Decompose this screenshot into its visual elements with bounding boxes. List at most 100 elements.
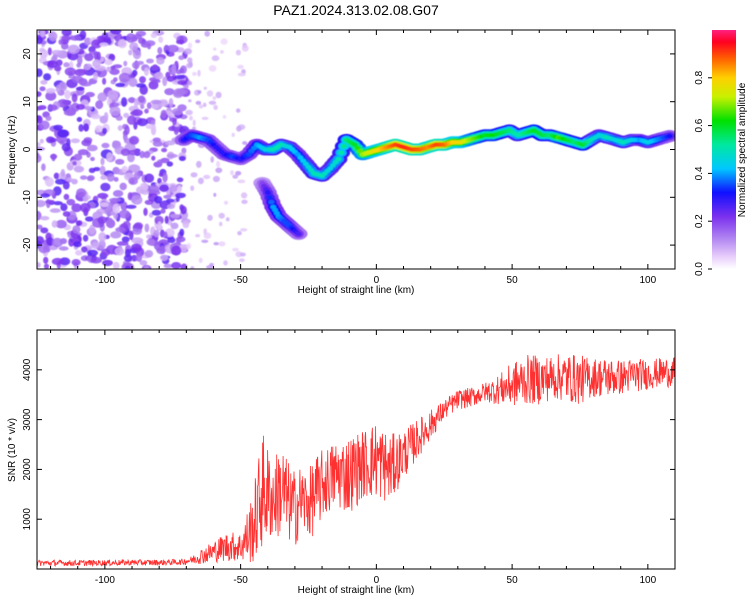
noise-blob (133, 222, 144, 230)
noise-blob (117, 125, 123, 131)
noise-blob (60, 169, 66, 177)
noise-blob (143, 207, 148, 216)
noise-blob (171, 245, 182, 256)
noise-blob (190, 185, 195, 191)
noise-blob (156, 159, 163, 165)
noise-blob (89, 224, 96, 235)
noise-blob (173, 127, 179, 135)
noise-blob (166, 153, 178, 158)
spectrogram-x-label: Height of straight line (km) (298, 285, 415, 296)
noise-blob (224, 200, 228, 205)
noise-blob (109, 106, 121, 116)
noise-blob (203, 174, 211, 180)
noise-blob (37, 236, 45, 245)
noise-blob (237, 179, 246, 184)
noise-blob (114, 247, 125, 256)
noise-blob (176, 185, 182, 193)
x-tick-label: 0 (374, 275, 380, 286)
noise-blob (71, 259, 81, 266)
noise-blob (62, 181, 70, 190)
snr-panel: -100 -50 0 50 100 1000 2000 3000 4000 Height of… (7, 329, 676, 596)
x-tick-label: 50 (507, 575, 519, 586)
noise-blob (121, 97, 128, 107)
noise-blob (37, 224, 43, 230)
noise-blob (95, 125, 104, 133)
noise-blob (116, 241, 129, 246)
colorbar-tick-label: 0.6 (694, 118, 705, 132)
noise-blob (55, 219, 67, 229)
spectrogram-heatmap (37, 30, 675, 269)
noise-blob (83, 64, 91, 71)
noise-blob (151, 79, 161, 84)
noise-blob (144, 250, 154, 258)
noise-blob (82, 196, 89, 202)
x-tick-label: 100 (640, 275, 657, 286)
noise-blob (110, 231, 122, 239)
x-tick-label: -50 (233, 275, 248, 286)
noise-blob (166, 198, 175, 203)
noise-blob (93, 51, 99, 60)
noise-blob (169, 213, 180, 219)
noise-blob (64, 67, 76, 76)
noise-blob (241, 44, 249, 52)
ridge-mark (329, 163, 336, 168)
y-tick-label: 4000 (22, 358, 33, 381)
noise-blob (133, 171, 141, 180)
noise-blob (61, 35, 71, 42)
noise-blob (160, 109, 167, 119)
snr-x-ticks: -100 -50 0 50 100 (50, 330, 676, 586)
noise-blob (61, 42, 69, 50)
noise-blob (212, 175, 220, 183)
noise-blob (215, 167, 223, 174)
colorbar-tick-label: 0.2 (694, 214, 705, 228)
noise-blob (90, 156, 95, 162)
noise-blob (63, 62, 70, 68)
noise-blob (129, 42, 139, 51)
noise-blob (81, 139, 92, 147)
noise-blob (92, 241, 99, 250)
noise-blob (90, 256, 102, 264)
noise-blob (72, 225, 81, 234)
noise-blob (63, 109, 76, 116)
noise-blob (222, 115, 227, 119)
noise-blob (37, 115, 43, 124)
noise-blob (107, 89, 119, 100)
noise-blob (48, 137, 57, 143)
noise-blob (77, 149, 89, 156)
noise-blob (113, 177, 119, 182)
noise-blob (171, 108, 183, 116)
noise-blob (123, 254, 133, 262)
noise-blob (80, 202, 91, 213)
noise-blob (69, 35, 82, 41)
ridge-mark (308, 168, 315, 173)
noise-blob (37, 68, 43, 77)
noise-blob (98, 232, 107, 242)
noise-blob (84, 106, 93, 111)
noise-blob (37, 36, 43, 45)
noise-blob (138, 95, 146, 103)
noise-blob (175, 192, 186, 199)
noise-blob (125, 204, 137, 209)
noise-blob (188, 99, 192, 103)
noise-blob (39, 138, 44, 144)
noise-blob (184, 48, 192, 55)
noise-blob (164, 140, 176, 146)
noise-blob (132, 227, 143, 235)
noise-blob (66, 198, 76, 206)
noise-blob (219, 221, 223, 227)
noise-blob (146, 102, 152, 110)
noise-blob (106, 152, 113, 162)
noise-blob (152, 64, 159, 71)
noise-blob (139, 260, 148, 266)
noise-blob (176, 88, 188, 95)
noise-blob (63, 193, 70, 200)
noise-blob (162, 76, 168, 87)
noise-blob (101, 142, 110, 149)
noise-blob (102, 259, 113, 267)
noise-blob (213, 242, 219, 246)
noise-blob (157, 221, 162, 230)
noise-blob (197, 69, 201, 77)
noise-blob (82, 234, 89, 242)
noise-blob (235, 171, 242, 176)
